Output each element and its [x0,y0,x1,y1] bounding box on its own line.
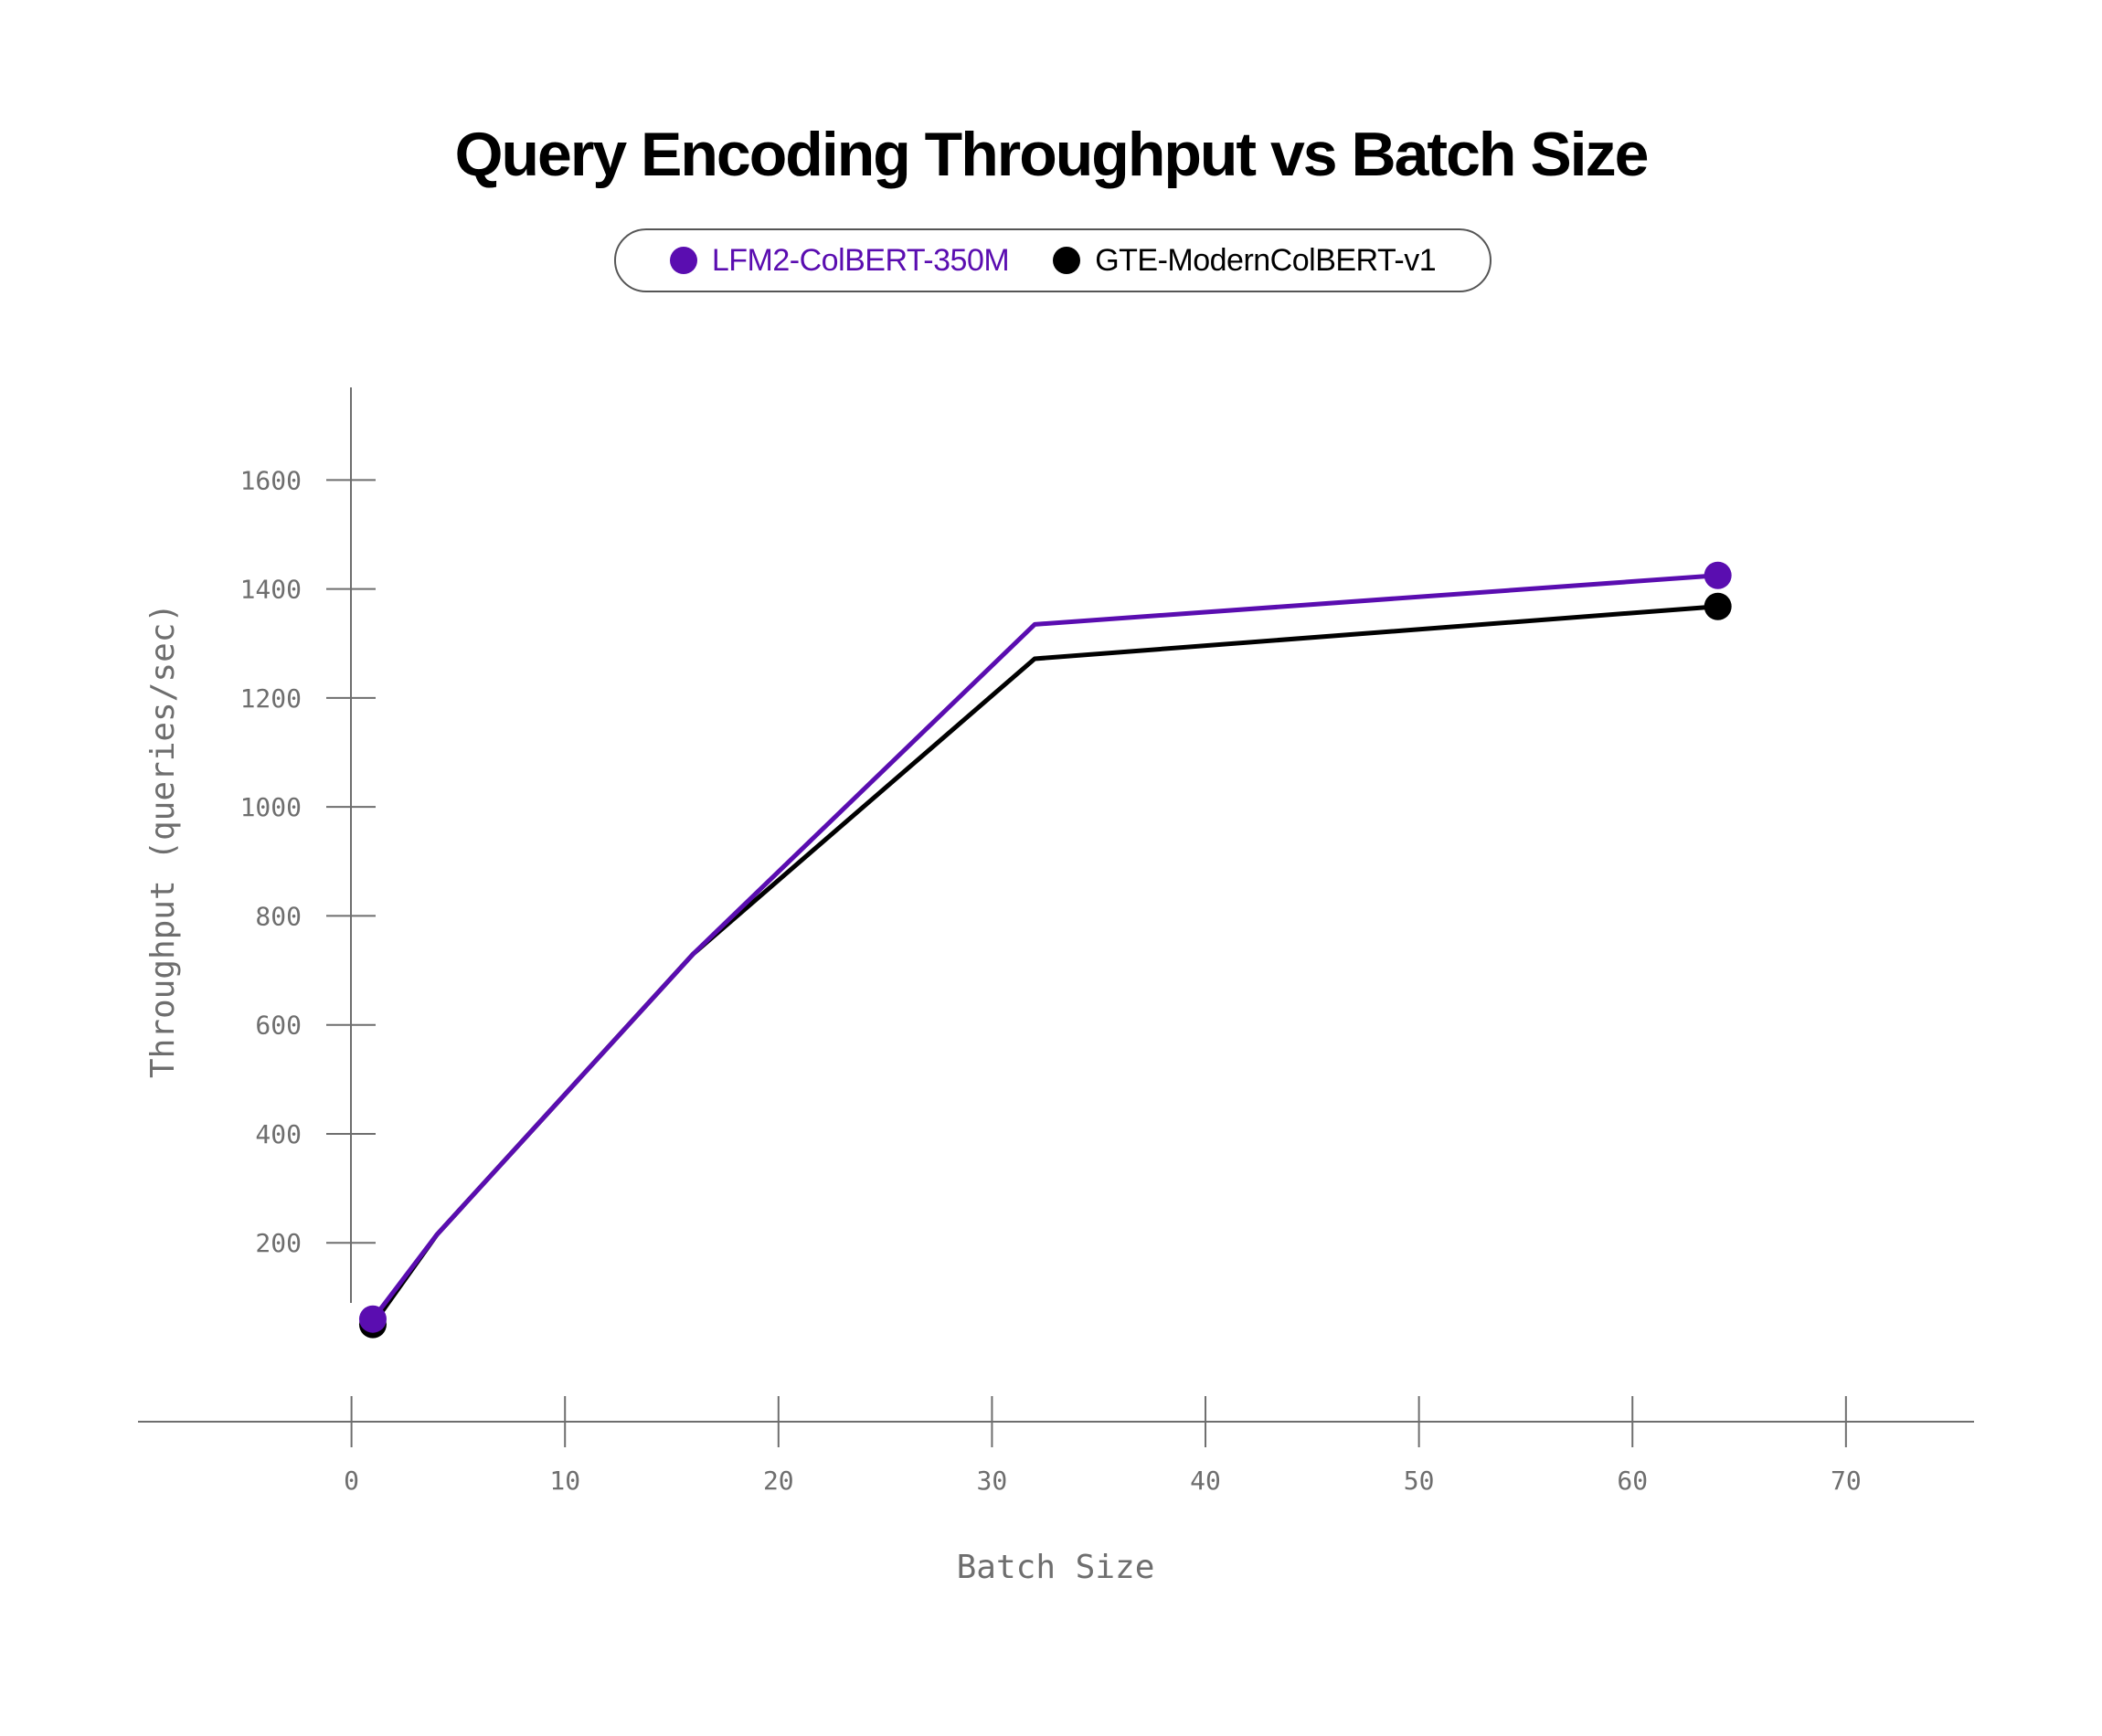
y-tick-label: 400 [255,1119,302,1149]
x-tick-label: 30 [977,1466,1008,1496]
legend-marker-gte [1053,247,1081,274]
x-axis-title: Batch Size [957,1549,1155,1586]
legend-entry-lfm2[interactable]: LFM2-ColBERT-350M [669,242,1010,279]
x-tick-label: 60 [1617,1466,1648,1496]
data-point-lfm2 [358,1305,387,1333]
y-axis-title: Throughput (queries/sec) [144,603,182,1078]
series-line-lfm2 [370,573,1718,1321]
y-tick-label: 1600 [240,465,302,495]
y-tick-label: 200 [255,1228,302,1258]
x-tick-label: 0 [344,1466,359,1496]
y-tick-label: 1000 [240,792,302,822]
data-point-lfm2 [1704,561,1732,589]
y-tick-label: 600 [255,1011,302,1041]
series-line-gte [370,604,1718,1327]
legend-label-lfm2: LFM2-ColBERT-350M [711,242,1010,278]
legend: LFM2-ColBERT-350M GTE-ModernColBERT-v1 [614,228,1492,292]
x-tick-label: 70 [1831,1466,1862,1496]
x-tick-label: 50 [1404,1466,1435,1496]
x-tick-label: 40 [1190,1466,1221,1496]
y-tick-label: 1400 [240,575,302,605]
legend-label-gte: GTE-ModernColBERT-v1 [1095,242,1437,278]
legend-entry-gte[interactable]: GTE-ModernColBERT-v1 [1053,242,1437,279]
y-tick-label: 1200 [240,683,302,714]
data-point-gte [1704,592,1732,620]
chart-title: Query Encoding Throughput vs Batch Size [454,120,1650,189]
y-tick-label: 800 [255,901,302,931]
x-tick-label: 20 [763,1466,794,1496]
x-tick-label: 10 [549,1466,580,1496]
legend-marker-lfm2 [669,247,697,274]
